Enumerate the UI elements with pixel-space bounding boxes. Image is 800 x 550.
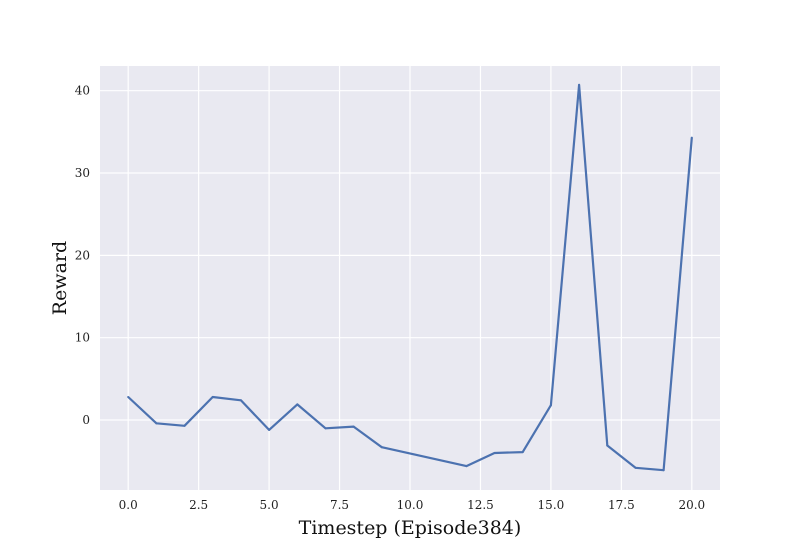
data-point (239, 399, 242, 402)
y-gridlines (100, 90, 720, 421)
data-point (183, 424, 186, 427)
y-axis-label: Reward (49, 241, 71, 315)
data-point (662, 469, 665, 472)
data-point (127, 395, 130, 398)
x-tick-label: 12.5 (467, 498, 494, 512)
y-tick-label: 30 (75, 166, 90, 180)
x-tick-label: 17.5 (608, 498, 635, 512)
y-tick-labels: 0 10 20 30 40 (75, 84, 90, 427)
x-tick-labels: 0.0 2.5 5.0 7.5 10.0 12.5 15.0 17.5 20.0 (119, 498, 706, 512)
data-point (578, 83, 581, 86)
data-point (690, 136, 693, 139)
x-tick-label: 7.5 (330, 498, 349, 512)
data-point (211, 395, 214, 398)
x-tick-label: 20.0 (678, 498, 705, 512)
data-point (352, 425, 355, 428)
y-tick-label: 0 (82, 413, 90, 427)
data-point (549, 404, 552, 407)
x-axis-label: Timestep (Episode384) (299, 517, 522, 539)
data-point (380, 446, 383, 449)
x-tick-label: 2.5 (189, 498, 208, 512)
data-point (324, 427, 327, 430)
data-point (296, 403, 299, 406)
series-group (127, 83, 693, 472)
data-point (634, 466, 637, 469)
x-tick-label: 15.0 (538, 498, 565, 512)
y-tick-label: 20 (75, 248, 90, 262)
y-tick-label: 10 (75, 331, 90, 345)
y-tick-label: 40 (75, 84, 90, 98)
data-point (465, 465, 468, 468)
x-tick-label: 5.0 (260, 498, 279, 512)
x-tick-label: 0.0 (119, 498, 138, 512)
x-tick-label: 10.0 (397, 498, 424, 512)
data-point (521, 451, 524, 454)
data-point (155, 422, 158, 425)
data-point (268, 428, 271, 431)
data-point (606, 444, 609, 447)
data-point (493, 451, 496, 454)
